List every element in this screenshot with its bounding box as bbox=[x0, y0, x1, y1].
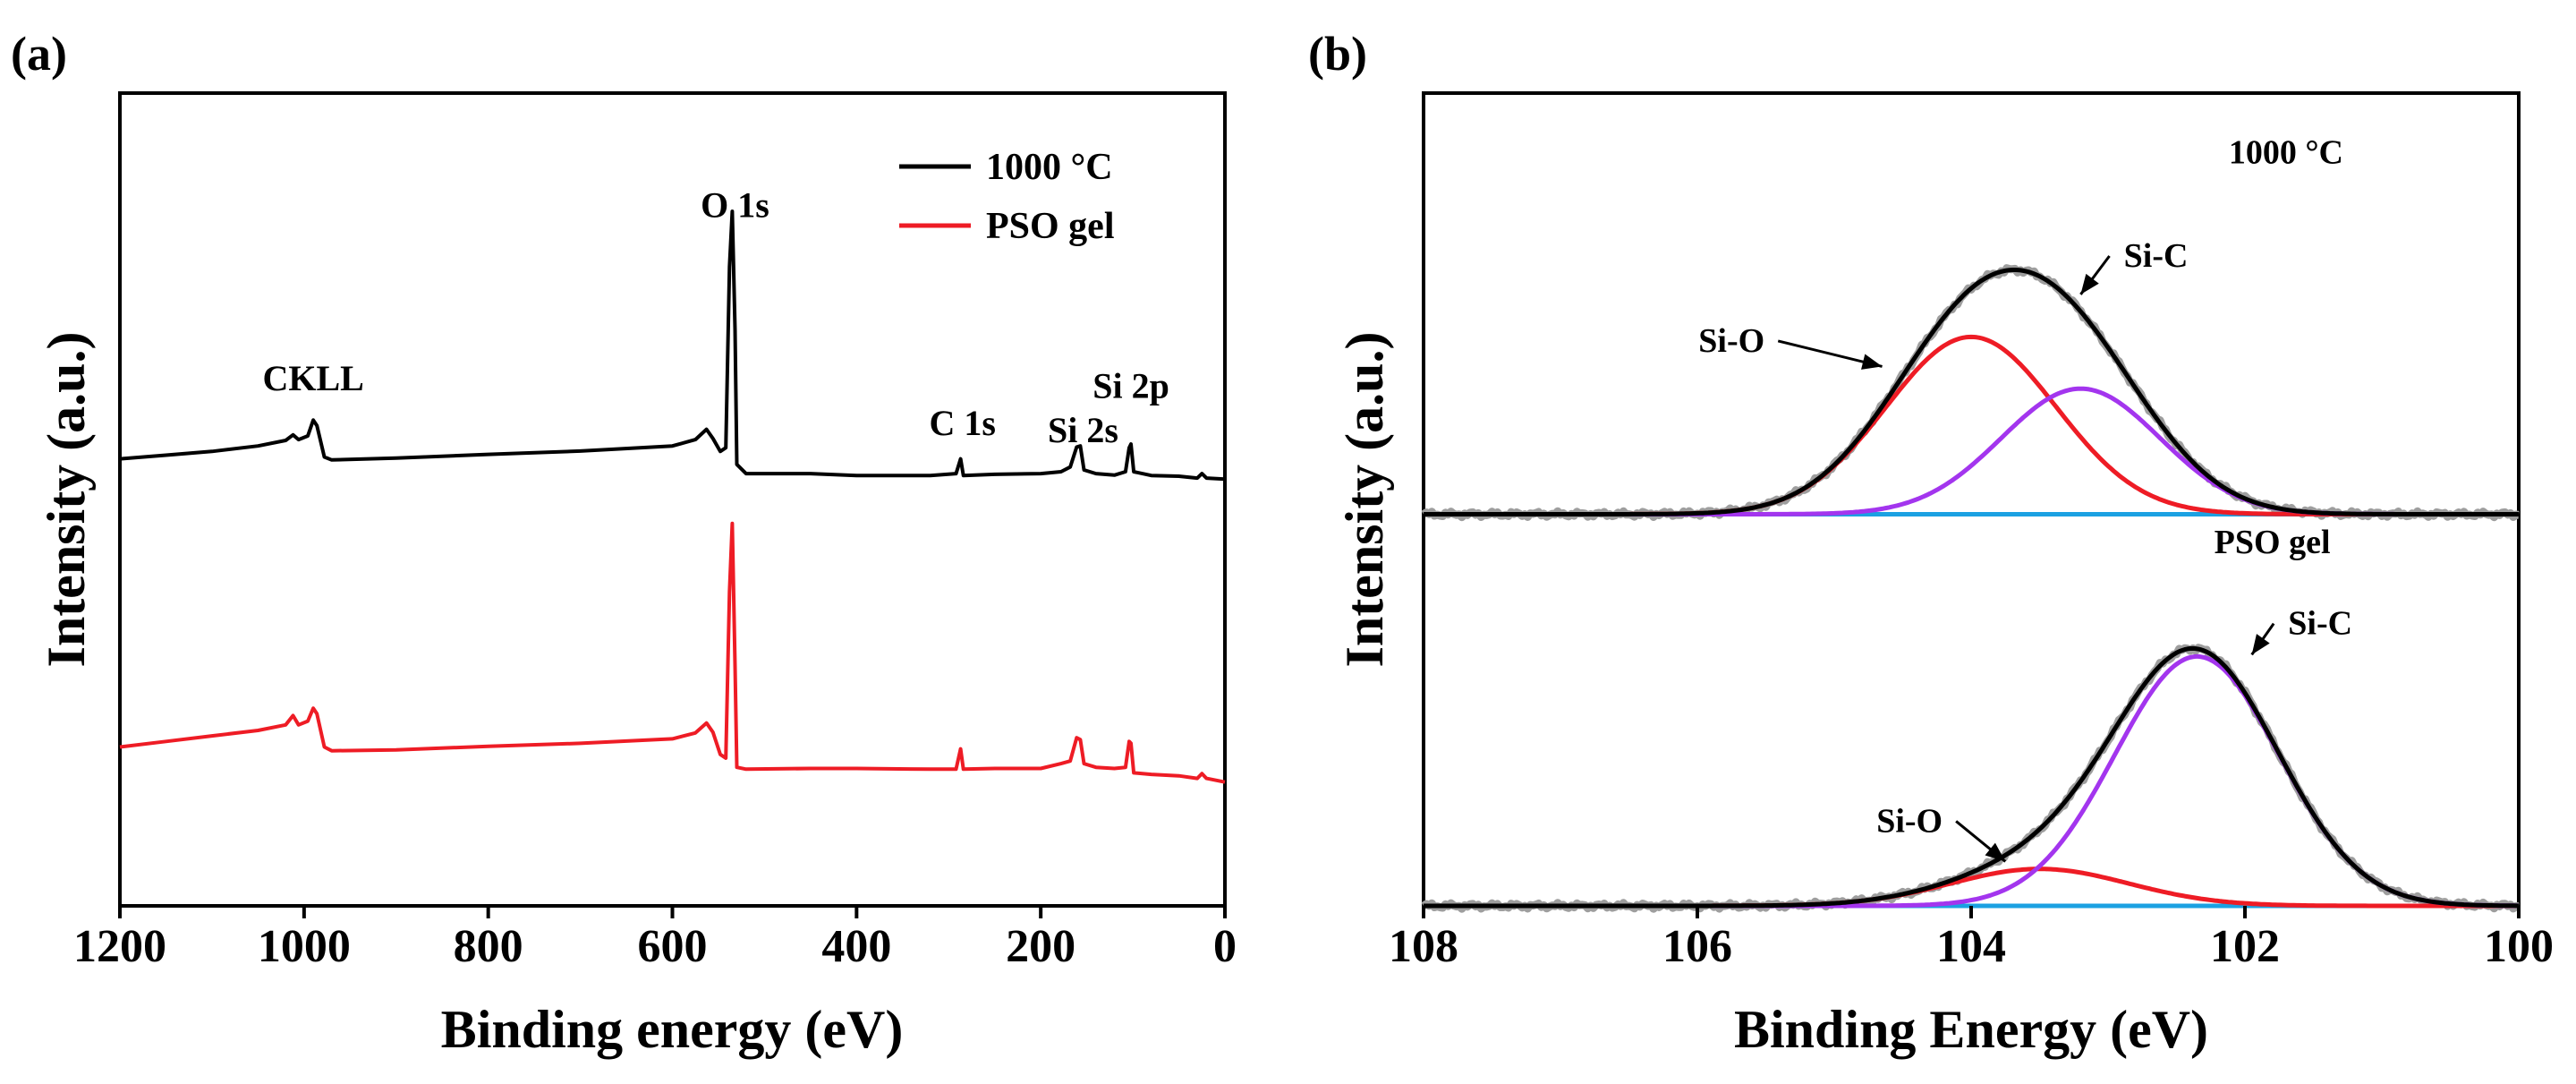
legend-label-pso-gel: PSO gel bbox=[986, 206, 1115, 247]
legend-label-1000c: 1000 °C bbox=[986, 147, 1113, 188]
annotation-1000-c: 1000 °C bbox=[2229, 133, 2343, 171]
panel-b-x-axis-label: Binding Energy (eV) bbox=[1734, 1000, 2208, 1059]
annotation-arrow-head bbox=[2080, 273, 2099, 294]
x-tick-label: 104 bbox=[1936, 921, 2006, 972]
annotation-si-o: Si-O bbox=[1698, 322, 1764, 360]
annotation-arrow-head bbox=[1985, 842, 2006, 862]
x-tick-label: 102 bbox=[2210, 921, 2280, 972]
panel-b-annotations: 1000 °C PSO gel Si-O Si-C Si-C Si-O bbox=[1698, 133, 2352, 863]
series-line-1000-c-si-c bbox=[1424, 386, 2519, 516]
annotation-si-c: Si-C bbox=[2288, 605, 2352, 643]
series-line-pso-gel-envelope bbox=[1424, 645, 2519, 909]
peak-label-si-2s: Si 2s bbox=[1048, 410, 1118, 450]
peak-label-c-1s: C 1s bbox=[929, 403, 995, 443]
peak-label-o-1s: O 1s bbox=[701, 184, 769, 225]
panel-a-y-axis-label: Intensity (a.u.) bbox=[37, 331, 96, 667]
panel-a-ticks: 1200 1000 800 600 400 200 0 bbox=[73, 906, 1237, 972]
x-tick-label: 600 bbox=[638, 921, 708, 972]
peak-label-ckll: CKLL bbox=[262, 358, 363, 398]
x-tick-label: 1200 bbox=[73, 921, 166, 972]
series-line-1000-c-si-o bbox=[1424, 334, 2519, 516]
x-tick-label: 1000 bbox=[258, 921, 351, 972]
x-tick-label: 106 bbox=[1662, 921, 1732, 972]
x-tick-label: 100 bbox=[2484, 921, 2554, 972]
annotation-pso-gel: PSO gel bbox=[2215, 524, 2331, 561]
series-line-pso-gel-raw bbox=[1421, 644, 2521, 913]
panel-b: 1000 °C PSO gel Si-O Si-C Si-C Si-O 108 106 104… bbox=[1335, 91, 2554, 1059]
x-tick-label: 800 bbox=[454, 921, 523, 972]
annotation-arrow-head bbox=[1861, 354, 1883, 370]
panel-a-label: (a) bbox=[11, 27, 67, 81]
series-line-pso-gel bbox=[119, 521, 1226, 784]
panel-b-frame bbox=[1422, 91, 2521, 908]
peak-label-si-2p: Si 2p bbox=[1092, 366, 1169, 406]
x-tick-label: 0 bbox=[1213, 921, 1237, 972]
panel-a-legend: 1000 °C PSO gel bbox=[899, 147, 1115, 247]
annotation-arrow-head bbox=[2251, 634, 2270, 655]
annotation-si-o: Si-O bbox=[1876, 802, 1943, 840]
x-tick-label: 400 bbox=[821, 921, 891, 972]
series-line-1000-c-envelope bbox=[1424, 268, 2519, 516]
series-line-1000-c bbox=[119, 209, 1226, 482]
x-tick-label: 108 bbox=[1389, 921, 1458, 972]
panel-b-ticks: 108 106 104 102 100 bbox=[1389, 906, 2554, 972]
panel-b-series bbox=[1421, 264, 2521, 913]
panel-a-series bbox=[119, 209, 1226, 784]
panel-b-label: (b) bbox=[1308, 27, 1367, 81]
x-tick-label: 200 bbox=[1006, 921, 1075, 972]
annotation-si-c: Si-C bbox=[2124, 237, 2189, 275]
panel-a-x-axis-label: Binding energy (eV) bbox=[441, 1000, 904, 1059]
series-line-1000-c-raw bbox=[1421, 264, 2521, 522]
panel-b-y-axis-label: Intensity (a.u.) bbox=[1335, 331, 1394, 667]
